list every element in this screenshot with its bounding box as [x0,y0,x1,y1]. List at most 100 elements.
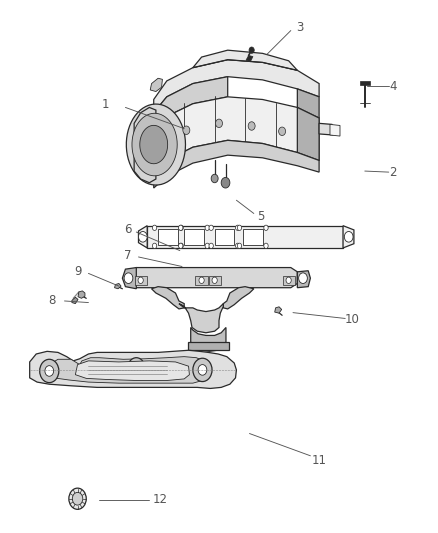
Circle shape [299,273,307,284]
Circle shape [193,358,212,382]
Circle shape [215,119,223,127]
Polygon shape [122,268,136,289]
Circle shape [183,126,190,134]
Polygon shape [220,266,236,278]
Circle shape [179,243,184,248]
Circle shape [179,243,183,248]
Polygon shape [275,307,282,313]
Circle shape [138,231,147,242]
Polygon shape [223,287,254,309]
Polygon shape [283,276,295,285]
Polygon shape [297,108,319,160]
Polygon shape [192,266,208,278]
Circle shape [40,359,59,383]
Polygon shape [158,229,178,245]
Circle shape [250,269,256,276]
Text: 7: 7 [124,249,131,262]
Text: 5: 5 [257,209,264,223]
Polygon shape [140,125,168,164]
Circle shape [212,277,217,284]
Text: 2: 2 [389,166,397,179]
Polygon shape [208,276,221,285]
Text: 3: 3 [296,21,303,35]
Polygon shape [154,140,319,188]
Polygon shape [184,229,204,245]
Circle shape [172,269,178,276]
Circle shape [45,366,53,376]
Polygon shape [187,342,230,350]
Circle shape [124,273,133,284]
Polygon shape [215,229,234,245]
Circle shape [344,231,353,242]
Text: 1: 1 [102,98,110,111]
Polygon shape [167,266,183,278]
Polygon shape [132,114,177,176]
Circle shape [133,364,140,373]
Polygon shape [147,225,343,248]
Polygon shape [141,266,157,278]
Polygon shape [152,287,184,309]
Polygon shape [343,225,354,248]
Circle shape [199,277,204,284]
Polygon shape [134,276,147,285]
Circle shape [286,277,291,284]
Polygon shape [195,276,208,285]
Circle shape [179,225,184,230]
Polygon shape [72,297,78,304]
Polygon shape [154,60,319,113]
Polygon shape [193,50,297,70]
Text: 9: 9 [74,265,81,278]
Circle shape [179,225,183,230]
Text: 8: 8 [48,294,55,308]
Circle shape [152,225,157,230]
Polygon shape [49,357,209,383]
Polygon shape [319,123,333,135]
Circle shape [152,243,157,248]
Polygon shape [126,104,185,185]
Circle shape [209,225,213,230]
Polygon shape [132,268,297,288]
Polygon shape [134,108,156,183]
Text: 6: 6 [124,223,131,236]
Polygon shape [138,225,147,248]
Circle shape [211,174,218,183]
Text: 10: 10 [344,313,359,326]
Circle shape [127,358,145,379]
Circle shape [249,47,254,53]
Circle shape [248,122,255,130]
Circle shape [138,277,143,284]
Circle shape [197,269,203,276]
Polygon shape [330,124,340,136]
Polygon shape [360,81,371,85]
Polygon shape [297,89,319,118]
Polygon shape [191,327,226,351]
Circle shape [264,243,268,248]
Text: 11: 11 [311,454,327,466]
Circle shape [72,492,83,505]
Polygon shape [270,266,286,278]
Polygon shape [297,271,311,288]
Circle shape [205,225,209,230]
Circle shape [236,243,240,248]
Circle shape [69,488,86,510]
Polygon shape [245,266,261,278]
Text: 12: 12 [153,494,168,506]
Circle shape [264,225,268,230]
Polygon shape [154,97,319,175]
Circle shape [275,269,281,276]
Polygon shape [243,229,262,245]
Circle shape [237,243,242,248]
Circle shape [198,365,207,375]
Polygon shape [154,77,228,131]
Polygon shape [75,361,189,381]
Circle shape [209,243,213,248]
Circle shape [221,177,230,188]
Circle shape [237,225,242,230]
Circle shape [236,225,240,230]
Circle shape [225,269,231,276]
Text: 4: 4 [389,80,397,93]
Polygon shape [150,78,162,92]
Circle shape [146,269,152,276]
Circle shape [279,127,286,135]
Polygon shape [115,284,121,289]
